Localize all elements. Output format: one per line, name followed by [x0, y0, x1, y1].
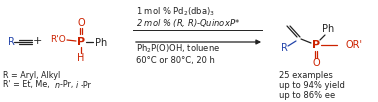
- Text: O: O: [312, 58, 320, 68]
- Text: Ph: Ph: [95, 38, 107, 48]
- Text: Ph$_2$P(O)OH, toluene: Ph$_2$P(O)OH, toluene: [136, 43, 220, 55]
- Text: 60°C or 80°C, 20 h: 60°C or 80°C, 20 h: [136, 55, 215, 64]
- Text: 2 mol % ($R$, $R$)-QuinoxP*: 2 mol % ($R$, $R$)-QuinoxP*: [136, 17, 240, 29]
- Text: R: R: [280, 43, 287, 53]
- Text: 1 mol % Pd$_2$(dba)$_3$: 1 mol % Pd$_2$(dba)$_3$: [136, 6, 215, 18]
- Text: O: O: [77, 18, 85, 28]
- Text: Ph: Ph: [322, 24, 334, 34]
- Text: R'O: R'O: [50, 34, 66, 43]
- Text: R = Aryl, Alkyl: R = Aryl, Alkyl: [3, 70, 60, 79]
- Text: -Pr: -Pr: [81, 80, 92, 89]
- Text: H: H: [77, 53, 85, 63]
- Text: up to 94% yield: up to 94% yield: [279, 80, 345, 89]
- Text: OR': OR': [345, 40, 362, 50]
- Text: R' = Et, Me,: R' = Et, Me,: [3, 80, 52, 89]
- Text: P: P: [312, 40, 320, 50]
- Text: P: P: [77, 37, 85, 47]
- Text: 25 examples: 25 examples: [279, 70, 333, 79]
- Text: +: +: [32, 36, 42, 46]
- Text: n: n: [55, 80, 60, 89]
- Text: up to 86% ee: up to 86% ee: [279, 90, 335, 99]
- Text: i: i: [76, 80, 78, 89]
- Text: -Pr,: -Pr,: [60, 80, 76, 89]
- Text: R: R: [8, 37, 15, 47]
